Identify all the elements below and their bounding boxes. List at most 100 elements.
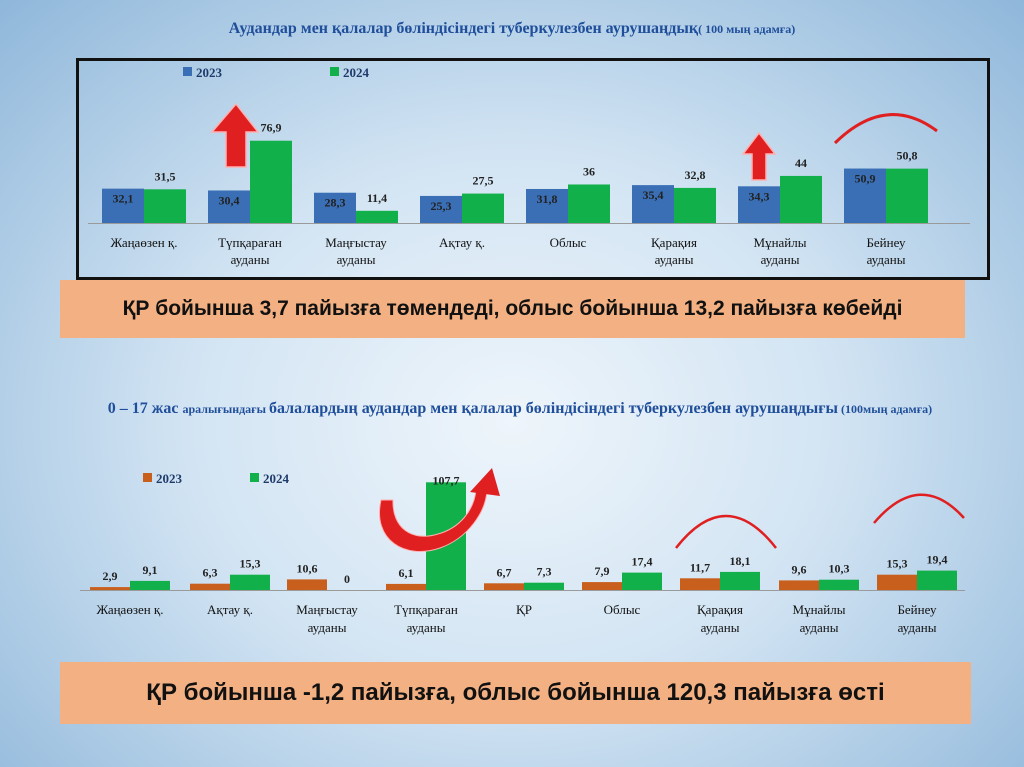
data-label-2024: 76,9 — [261, 121, 282, 135]
bar-2024 — [130, 580, 170, 590]
category-label: Мұнайлы — [793, 602, 846, 617]
category-label: Мұнайлы — [754, 235, 807, 250]
data-label-2024: 31,5 — [155, 169, 176, 183]
chart1-title: Аудандар мен қалалар бөліндісіндегі тубе… — [0, 20, 1024, 38]
legend-swatch-2023 — [143, 473, 152, 482]
category-label: Бейнеу — [897, 602, 937, 617]
data-label-2024: 10,3 — [829, 562, 850, 576]
data-label-2023: 7,9 — [595, 564, 610, 578]
category-label: ауданы — [655, 252, 694, 267]
data-label-2024: 7,3 — [537, 565, 552, 579]
category-label: ауданы — [231, 252, 270, 267]
category-label: Облыс — [550, 235, 587, 250]
category-label: Ақтау қ. — [439, 235, 485, 250]
data-label-2023: 9,6 — [792, 562, 807, 576]
category-label: ауданы — [867, 252, 906, 267]
category-label: Маңғыстау — [296, 602, 358, 617]
highlight-arc — [675, 514, 777, 549]
data-label-2023: 10,6 — [297, 561, 318, 575]
summary-band-2: ҚР бойынша -1,2 пайызға, облыс бойынша 1… — [60, 662, 971, 724]
legend-label-2024: 2024 — [263, 471, 290, 486]
bar-2023 — [877, 574, 917, 590]
data-label-2023: 25,3 — [431, 199, 452, 213]
category-label: Жаңаөзен қ. — [97, 602, 164, 617]
data-label-2023: 2,9 — [103, 569, 118, 583]
bar-2023 — [386, 583, 426, 590]
data-label-2024: 18,1 — [730, 554, 751, 568]
chart2-title-main-b: балалардың аудандар мен қалалар бөліндіс… — [269, 400, 839, 417]
data-label-2023: 34,3 — [749, 189, 770, 203]
data-label-2023: 15,3 — [887, 557, 908, 571]
chart2-title-small-a: аралығындағы — [182, 402, 270, 416]
bar-2023 — [779, 580, 819, 590]
bar-2024 — [144, 189, 186, 223]
bar-2023 — [102, 188, 144, 223]
bar-2024 — [917, 570, 957, 590]
data-label-2024: 27,5 — [473, 174, 494, 188]
category-label: ауданы — [407, 620, 446, 635]
chart1-title-unit: ( 100 мың адамға) — [698, 22, 796, 36]
category-label: Қарақия — [651, 235, 697, 250]
data-label-2023: 6,7 — [497, 565, 512, 579]
category-label: Қарақия — [697, 602, 743, 617]
bar-2024 — [819, 579, 859, 590]
increase-arrow-icon — [210, 102, 260, 168]
data-label-2023: 30,4 — [219, 193, 240, 207]
legend-label-2024: 2024 — [343, 65, 370, 80]
bar-2024 — [886, 168, 928, 223]
data-label-2023: 6,1 — [399, 566, 414, 580]
category-label: Бейнеу — [866, 235, 906, 250]
bar-2023 — [844, 168, 886, 223]
summary-band-1: ҚР бойынша 3,7 пайызға төмендеді, облыс … — [60, 280, 965, 338]
bar-2023 — [526, 188, 568, 223]
bar-2024 — [622, 572, 662, 590]
data-label-2023: 11,7 — [690, 560, 710, 574]
category-label: ауданы — [701, 620, 740, 635]
chart1-frame — [76, 58, 990, 280]
bar-2024 — [780, 175, 822, 223]
bar-2023 — [420, 195, 462, 223]
legend-swatch-2023 — [183, 67, 192, 76]
data-label-2023: 6,3 — [203, 566, 218, 580]
increase-arrow-icon — [741, 131, 777, 181]
data-label-2024: 0 — [344, 572, 350, 586]
bar-2023 — [582, 582, 622, 590]
data-label-2024: 17,4 — [632, 555, 653, 569]
highlight-arc — [833, 113, 938, 145]
bar-2023 — [314, 192, 356, 223]
data-label-2023: 28,3 — [325, 196, 346, 210]
data-label-2024: 11,4 — [367, 191, 387, 205]
category-label: Түпқараған — [218, 235, 282, 250]
bar-2023 — [190, 583, 230, 590]
category-label: Жаңаөзен қ. — [111, 235, 178, 250]
data-label-2024: 32,8 — [685, 168, 706, 182]
category-label: Түпқараған — [394, 602, 458, 617]
legend-label-2023: 2023 — [156, 471, 183, 486]
bar-2023 — [90, 587, 130, 590]
bar-2023 — [484, 583, 524, 590]
data-label-2023: 32,1 — [113, 192, 134, 206]
data-label-2024: 107,7 — [433, 473, 460, 487]
category-label: ауданы — [898, 620, 937, 635]
chart1-title-main: Аудандар мен қалалар бөліндісіндегі тубе… — [228, 20, 699, 37]
bar-2024 — [720, 571, 760, 590]
bar-2023 — [287, 579, 327, 590]
bar-2023 — [208, 190, 250, 223]
bar-2024 — [674, 187, 716, 223]
bar-2023 — [680, 578, 720, 590]
bar-2023 — [738, 186, 780, 223]
bar-2024 — [356, 210, 398, 223]
category-label: ауданы — [337, 252, 376, 267]
highlight-arc — [873, 493, 965, 524]
data-label-2023: 31,8 — [537, 192, 558, 206]
bar-2024 — [250, 140, 292, 223]
curved-arrow-head-icon — [470, 468, 500, 496]
data-label-2024: 19,4 — [927, 553, 948, 567]
data-label-2023: 35,4 — [643, 188, 664, 202]
data-label-2023: 50,9 — [855, 172, 876, 186]
bar-2024 — [230, 574, 270, 590]
bar-2024 — [524, 582, 564, 590]
bar-2024 — [568, 184, 610, 223]
chart2-title: 0 – 17 жас аралығындағы балалардың аудан… — [40, 399, 1000, 419]
category-label: ауданы — [308, 620, 347, 635]
